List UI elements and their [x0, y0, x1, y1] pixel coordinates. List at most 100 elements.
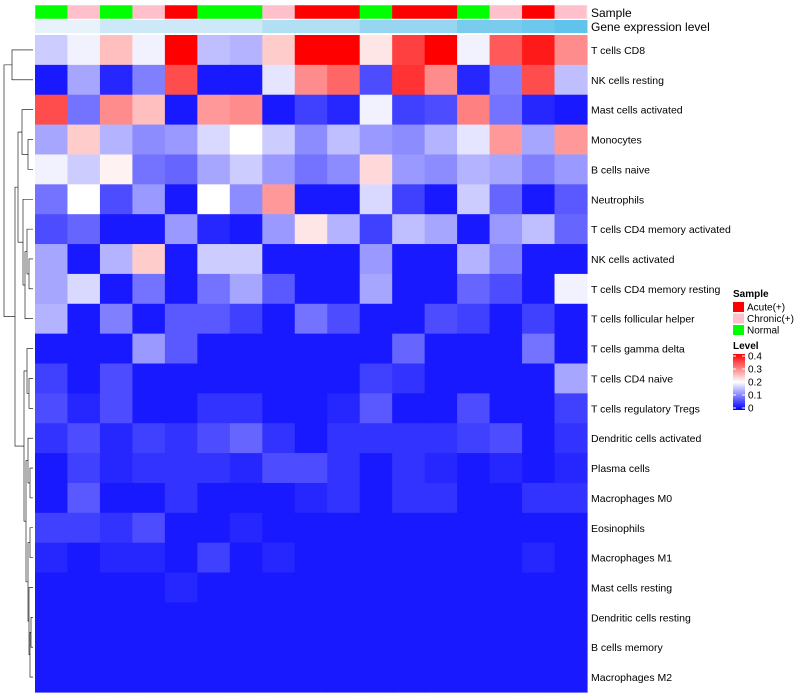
heatmap-cell — [392, 453, 426, 484]
heatmap-cell — [522, 393, 556, 424]
heatmap-cell — [164, 273, 198, 305]
heatmap-cell — [35, 572, 69, 604]
heatmap-cell — [457, 632, 491, 663]
heatmap-cell — [327, 512, 361, 544]
heatmap-cell — [164, 632, 198, 663]
sample-annotation-cell — [522, 5, 556, 19]
sample-annotation-bar — [34, 4, 588, 20]
heatmap-cell — [554, 363, 588, 394]
legend-sample: Sample Acute(+)Chronic(+)Normal — [733, 289, 794, 337]
heatmap-cell — [424, 333, 458, 365]
heatmap-cell — [262, 363, 296, 394]
expression-annotation-cell — [67, 20, 101, 33]
heatmap-cell — [132, 35, 166, 66]
heatmap-cell — [554, 572, 588, 604]
heatmap-cell — [327, 214, 361, 245]
heatmap-cell — [359, 35, 393, 66]
heatmap-cell — [294, 423, 328, 454]
heatmap-cell — [522, 662, 556, 693]
heatmap-cell — [392, 303, 426, 335]
dendrogram-branch — [29, 467, 33, 499]
row-label: Dendritic cells activated — [591, 433, 701, 445]
heatmap-cell — [99, 423, 134, 454]
heatmap-cell — [132, 542, 166, 574]
expression-annotation-cell — [262, 20, 296, 33]
legend-level-tick: 0.4 — [748, 352, 762, 363]
heatmap-cell — [197, 35, 231, 66]
heatmap-cell — [554, 244, 588, 275]
heatmap-cell — [327, 482, 361, 514]
heatmap-cell — [164, 244, 198, 275]
heatmap-cell — [327, 662, 361, 693]
heatmap-cell — [424, 662, 458, 693]
heatmap-cell — [164, 662, 198, 693]
expression-annotation-cell — [489, 20, 523, 33]
legend-swatch — [733, 325, 744, 335]
expression-annotation-cell — [359, 20, 393, 33]
heatmap-cell — [262, 64, 296, 96]
heatmap-cell — [229, 94, 263, 126]
row-label: NK cells activated — [591, 254, 675, 266]
sample-annotation-cell — [327, 5, 361, 19]
heatmap-cell — [67, 632, 101, 663]
legend-sample-label: Chronic(+) — [747, 314, 794, 325]
heatmap-cell — [35, 244, 69, 275]
sample-annotation-cell — [262, 5, 296, 19]
heatmap-cell — [197, 423, 231, 454]
heatmap-cell — [457, 214, 491, 245]
heatmap-cell — [229, 333, 263, 365]
annotation-label-expression: Gene expression level — [591, 20, 710, 34]
heatmap-cell — [262, 602, 296, 633]
heatmap-cell — [262, 632, 296, 663]
heatmap-cell — [522, 512, 556, 544]
heatmap-cell — [229, 124, 263, 156]
heatmap-cell — [132, 453, 166, 484]
heatmap-cell — [489, 124, 523, 156]
heatmap-cell — [457, 542, 491, 574]
legend-colorbar — [733, 354, 745, 410]
heatmap-cell — [262, 35, 296, 66]
heatmap-cell — [424, 423, 458, 454]
heatmap-cell — [327, 363, 361, 394]
heatmap-cell — [424, 542, 458, 574]
heatmap-cell — [197, 64, 231, 96]
heatmap-cell — [164, 64, 198, 96]
heatmap-cell — [489, 64, 523, 96]
heatmap-cell — [392, 393, 426, 424]
heatmap-cell — [489, 632, 523, 663]
heatmap-cell — [554, 184, 588, 215]
sample-annotation-cell — [392, 5, 426, 19]
heatmap-cell — [554, 393, 588, 424]
heatmap-cell — [35, 35, 69, 66]
heatmap-cell — [229, 662, 263, 693]
heatmap-cell — [164, 572, 198, 604]
heatmap-cell — [424, 214, 458, 245]
heatmap-cell — [554, 632, 588, 663]
heatmap-cell — [327, 244, 361, 275]
heatmap-cell — [424, 184, 458, 215]
heatmap-cell — [554, 542, 588, 574]
sample-annotation-cell — [359, 5, 393, 19]
heatmap-cell — [99, 35, 134, 66]
heatmap-cell — [99, 154, 134, 185]
heatmap-cell — [35, 333, 69, 365]
heatmap-cell — [99, 124, 134, 156]
heatmap-cell — [392, 244, 426, 275]
heatmap-cell — [99, 273, 134, 305]
heatmap-cell — [67, 64, 101, 96]
heatmap-cell — [99, 572, 134, 604]
sample-annotation-cell — [164, 5, 198, 19]
heatmap-cell — [262, 333, 296, 365]
heatmap-cell — [424, 482, 458, 514]
heatmap-cell — [457, 363, 491, 394]
heatmap-cell — [35, 393, 69, 424]
heatmap-cell — [99, 94, 134, 126]
heatmap-cell — [554, 662, 588, 693]
dendrogram-branch — [28, 258, 33, 290]
heatmap-cell — [294, 662, 328, 693]
heatmap-cell — [457, 482, 491, 514]
heatmap-cell — [294, 453, 328, 484]
heatmap-cell — [229, 632, 263, 663]
heatmap-cell — [164, 453, 198, 484]
heatmap-cell — [424, 154, 458, 185]
